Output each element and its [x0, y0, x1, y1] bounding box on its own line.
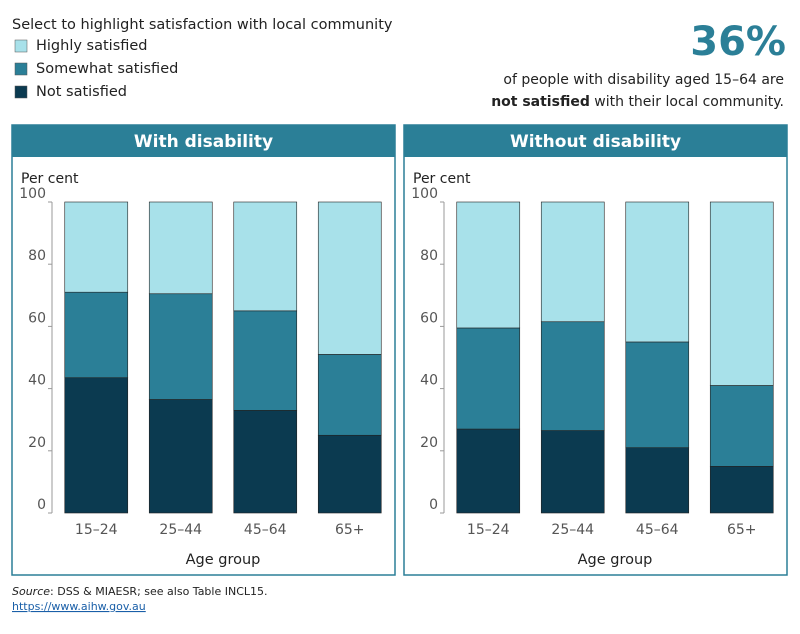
- callout-figure: 36%: [690, 19, 786, 65]
- y-axis-label: Per cent: [413, 171, 471, 187]
- bar-segment: [148, 201, 213, 295]
- x-axis-label: Age group: [578, 552, 653, 568]
- bar-segment: [709, 201, 774, 386]
- y-tick-label: 0: [429, 497, 438, 513]
- legend-swatch[interactable]: [14, 39, 28, 53]
- y-tick-label: 80: [28, 248, 46, 264]
- bar-segment: [540, 430, 605, 514]
- bar-segment: [456, 201, 521, 329]
- y-tick-label: 0: [37, 497, 46, 513]
- y-tick-label: 20: [28, 435, 46, 451]
- legend-label[interactable]: Somewhat satisfied: [36, 61, 178, 77]
- callout-bold: not satisfied: [491, 94, 590, 110]
- bar-segment: [64, 201, 129, 293]
- bar-segment: [456, 327, 521, 430]
- x-tick-label: 65+: [727, 522, 757, 538]
- bar-segment: [64, 291, 129, 379]
- legend-label[interactable]: Highly satisfied: [36, 38, 148, 54]
- bar-segment: [148, 399, 213, 514]
- x-tick-label: 15–24: [467, 522, 510, 538]
- y-tick-label: 40: [420, 373, 438, 389]
- bar-segment: [709, 466, 774, 514]
- x-tick-label: 25–44: [159, 522, 202, 538]
- callout-rest: with their local community.: [590, 94, 784, 110]
- y-tick-label: 20: [420, 435, 438, 451]
- source: Source: DSS & MIAESR; see also Table INC…: [12, 585, 268, 598]
- source-label: Source: [12, 585, 50, 598]
- panel-header: [404, 125, 787, 157]
- y-tick-label: 40: [28, 373, 46, 389]
- x-tick-label: 25–44: [551, 522, 594, 538]
- y-tick-label: 60: [28, 310, 46, 326]
- callout-line: not satisfied with their local community…: [491, 94, 784, 110]
- panel-title: Without disability: [510, 132, 681, 152]
- bar-segment: [540, 321, 605, 431]
- bar-segment: [317, 354, 382, 436]
- bar-segment: [625, 201, 690, 343]
- x-tick-label: 45–64: [244, 522, 287, 538]
- bar-segment: [64, 377, 129, 514]
- legend-label[interactable]: Not satisfied: [36, 84, 127, 100]
- bar-segment: [709, 385, 774, 467]
- panel-title: With disability: [134, 132, 273, 152]
- bar-segment: [233, 310, 298, 411]
- bar-segment: [233, 410, 298, 514]
- legend-title: Select to highlight satisfaction with lo…: [12, 17, 393, 33]
- x-axis-label: Age group: [186, 552, 261, 568]
- bar-segment: [625, 341, 690, 448]
- panel-header: [12, 125, 395, 157]
- x-tick-label: 15–24: [75, 522, 118, 538]
- legend-swatch[interactable]: [14, 62, 28, 76]
- x-tick-label: 45–64: [636, 522, 679, 538]
- y-tick-label: 60: [420, 310, 438, 326]
- y-tick-label: 80: [420, 248, 438, 264]
- source-link[interactable]: https://www.aihw.gov.au: [12, 600, 146, 613]
- bar-segment: [317, 434, 382, 514]
- x-tick-label: 65+: [335, 522, 365, 538]
- callout-line: of people with disability aged 15–64 are: [503, 72, 784, 88]
- legend-swatch[interactable]: [14, 85, 28, 99]
- y-axis-label: Per cent: [21, 171, 79, 187]
- bar-segment: [317, 201, 382, 355]
- source-text: : DSS & MIAESR; see also Table INCL15.: [50, 585, 267, 598]
- y-tick-label: 100: [411, 186, 438, 202]
- bar-segment: [540, 201, 605, 323]
- bar-segment: [148, 293, 213, 400]
- bar-segment: [456, 428, 521, 514]
- y-tick-label: 100: [19, 186, 46, 202]
- bar-segment: [625, 447, 690, 514]
- bar-segment: [233, 201, 298, 312]
